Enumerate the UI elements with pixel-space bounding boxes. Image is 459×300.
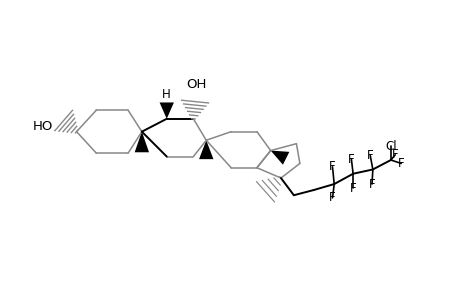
Polygon shape [270,151,289,165]
Text: OH: OH [186,78,207,91]
Text: F: F [368,178,375,190]
Text: F: F [391,148,397,161]
Text: F: F [329,160,335,173]
Text: Cl: Cl [384,140,396,153]
Text: F: F [366,149,373,162]
Text: F: F [329,191,335,204]
Text: F: F [397,157,403,170]
Polygon shape [199,140,213,159]
Polygon shape [159,103,174,119]
Text: HO: HO [33,120,53,133]
Text: F: F [347,153,354,166]
Text: F: F [349,182,356,195]
Polygon shape [134,132,149,152]
Text: H: H [162,88,171,101]
